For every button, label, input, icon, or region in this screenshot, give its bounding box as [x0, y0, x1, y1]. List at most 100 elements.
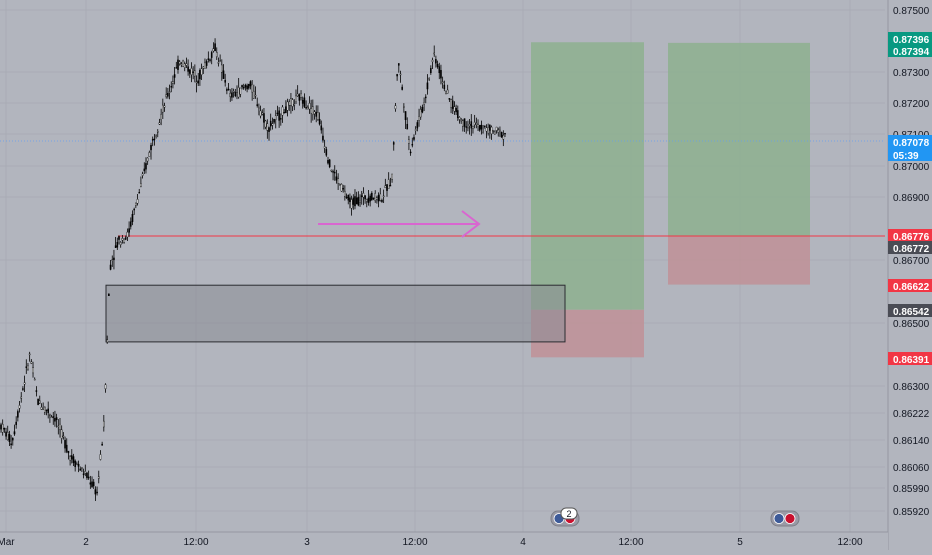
position-tools[interactable]: [531, 42, 810, 358]
price-badge: [888, 32, 932, 45]
candle-body: [0, 424, 2, 430]
candle-body: [187, 66, 189, 72]
candle-body: [116, 242, 119, 248]
candle-body: [327, 159, 329, 164]
price-tick-label: 0.87200: [893, 99, 930, 110]
candle-body: [246, 85, 248, 90]
candle-body: [441, 81, 444, 84]
candle-body: [318, 118, 321, 125]
candle-body: [323, 146, 326, 149]
candle-body: [65, 444, 68, 452]
arrow-drawing[interactable]: [318, 210, 481, 238]
candle-body: [431, 59, 434, 62]
candle-body: [251, 84, 253, 93]
candle-body: [382, 195, 385, 198]
price-tick-label: 0.86900: [893, 193, 930, 204]
candle-body: [421, 107, 424, 113]
candle-body: [182, 60, 184, 67]
time-tick-label: 4: [520, 537, 526, 548]
candle-body: [153, 138, 156, 141]
candle-body: [60, 429, 63, 439]
profit-zone[interactable]: [531, 42, 644, 310]
candle-body: [492, 130, 495, 132]
candle-body: [286, 101, 289, 111]
event-marker[interactable]: 2: [550, 507, 580, 527]
candle-body: [310, 108, 312, 114]
candle-body: [6, 432, 9, 440]
profit-zone[interactable]: [668, 42, 810, 237]
candle-body: [109, 264, 112, 270]
candle-body: [158, 122, 161, 125]
candle-body: [163, 105, 166, 108]
candle-body: [394, 105, 397, 109]
candle-body: [349, 197, 351, 203]
candle-body: [212, 48, 215, 52]
candle-body: [221, 64, 223, 73]
price-tick-label: 0.86500: [893, 319, 930, 330]
candle-body: [499, 129, 501, 132]
candle-body: [143, 168, 146, 172]
candle-body: [381, 200, 383, 202]
candle-body: [215, 52, 218, 57]
candle-body: [312, 106, 314, 115]
candle-body: [278, 110, 280, 121]
candle-body: [244, 84, 247, 88]
candle-body: [217, 62, 220, 64]
candle-body: [57, 425, 60, 428]
price-tick-label: 0.86700: [893, 256, 930, 267]
candle-body: [443, 84, 446, 90]
candles: [0, 38, 506, 501]
candle-body: [428, 78, 430, 80]
candle-body: [273, 118, 275, 123]
flag-icon: [773, 513, 785, 524]
candle-body: [330, 169, 333, 172]
candle-body: [357, 196, 360, 206]
candle-body: [160, 114, 162, 120]
price-axis[interactable]: 0.875000.873000.872000.871000.870000.869…: [887, 0, 932, 550]
candle-body: [271, 123, 274, 126]
candle-body: [448, 98, 451, 100]
time-axis[interactable]: Mar 2 12:00 3 12:00 4 12:00 5 12:00: [0, 531, 888, 550]
candle-body: [128, 228, 130, 233]
candle-body: [369, 195, 371, 202]
event-markers[interactable]: 2: [550, 507, 800, 527]
candle-body: [391, 173, 393, 180]
candle-body: [301, 100, 304, 104]
candle-body: [325, 149, 328, 156]
event-marker[interactable]: [770, 510, 800, 527]
price-badge-label: 05:39: [893, 151, 919, 162]
arrow-head: [461, 210, 481, 238]
price-tick-label: 0.86060: [893, 463, 930, 474]
candle-body: [118, 236, 120, 240]
candle-body: [15, 421, 17, 426]
price-badge-label: 0.87396: [893, 35, 930, 46]
candle-body: [259, 110, 262, 117]
candle-body: [317, 112, 319, 120]
rectangle-zone[interactable]: [105, 284, 566, 343]
price-tick-label: 0.85920: [893, 507, 930, 518]
time-axis-background: [0, 532, 888, 550]
candle-body: [355, 197, 358, 205]
candle-body: [411, 144, 414, 146]
candle-body: [138, 192, 141, 194]
candle-body: [477, 124, 479, 127]
candle-body: [148, 152, 151, 157]
candle-body: [11, 438, 14, 441]
loss-zone[interactable]: [668, 236, 810, 285]
candle-body: [416, 122, 419, 129]
candle-body: [261, 112, 264, 115]
price-tick-label: 0.87000: [893, 162, 930, 173]
candle-body: [320, 125, 323, 131]
price-badge: [888, 304, 932, 317]
demand-zone-rect[interactable]: [105, 284, 566, 343]
candle-body: [347, 195, 350, 201]
candle-body: [315, 111, 318, 117]
candle-body: [490, 126, 493, 135]
candle-body: [121, 238, 124, 241]
candle-body: [460, 119, 462, 122]
candle-body: [188, 69, 191, 74]
candle-body: [414, 129, 417, 131]
candle-body: [91, 481, 93, 487]
